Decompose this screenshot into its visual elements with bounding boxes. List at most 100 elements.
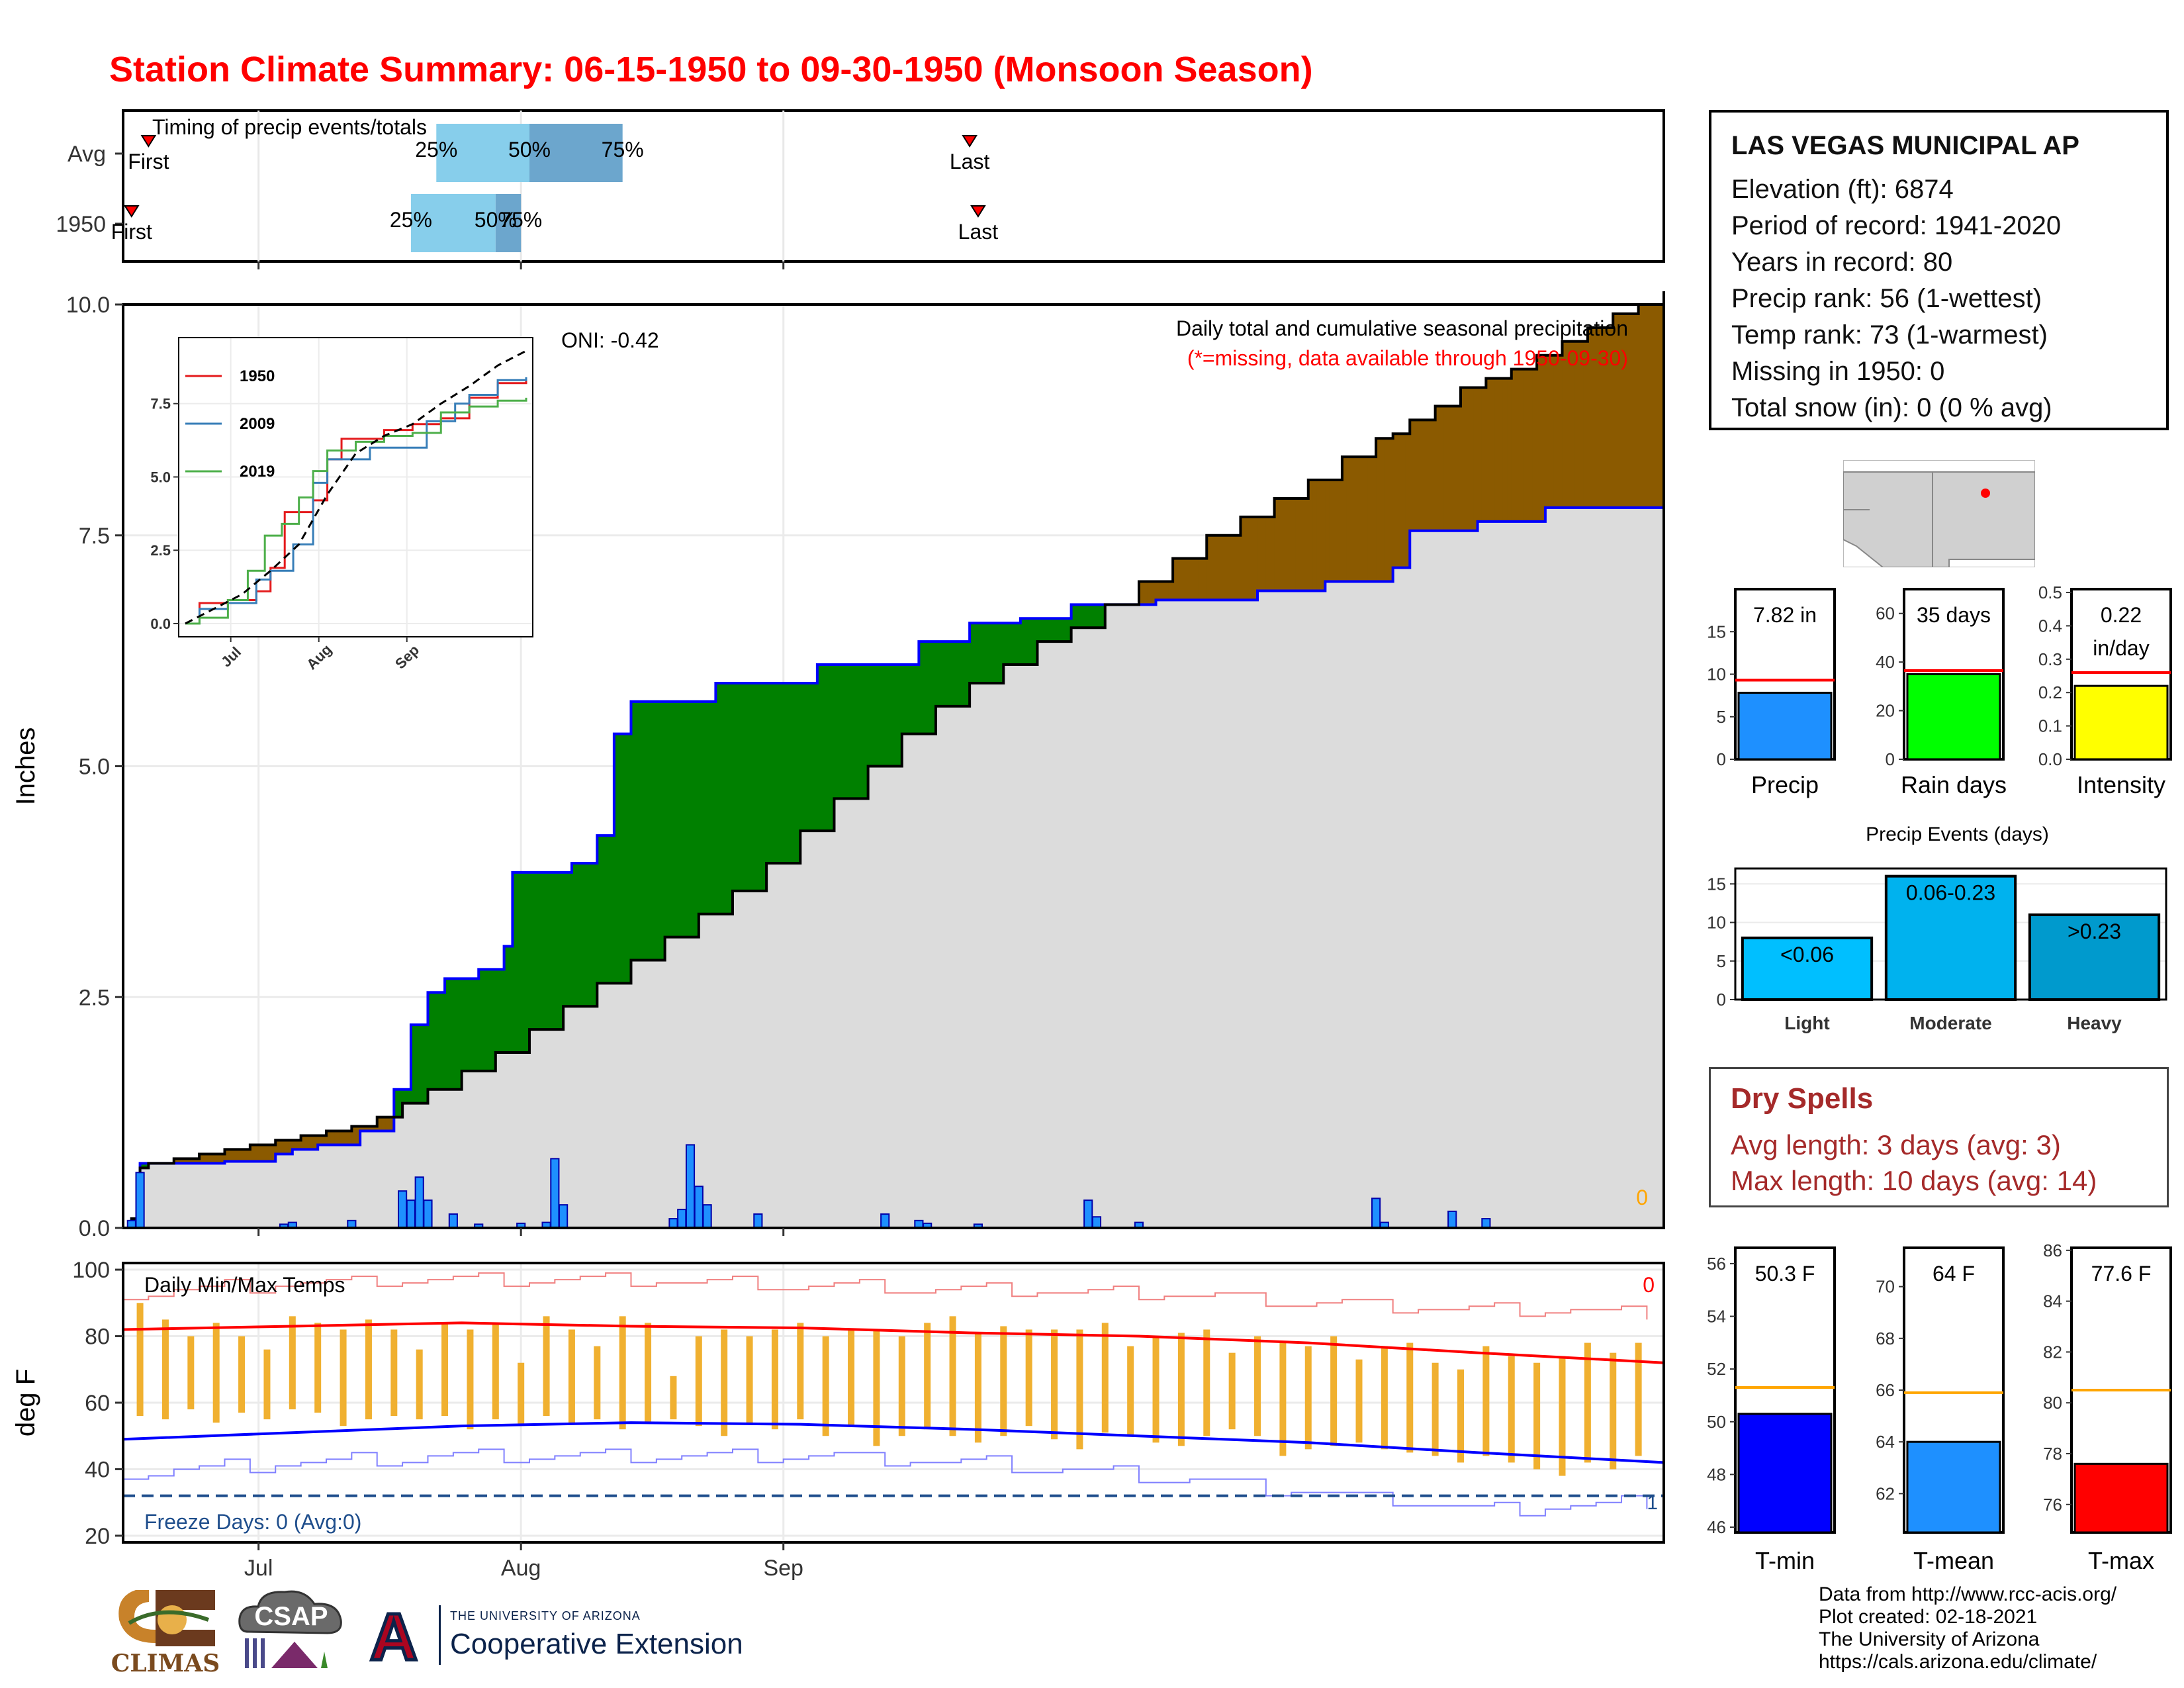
precip-daily-bar <box>753 1213 763 1229</box>
precip-deficit <box>1329 480 1334 582</box>
temp-daily-bar <box>1000 1326 1007 1436</box>
events-frame-border <box>1734 867 2167 1001</box>
events-bar-label: <0.06 <box>1780 943 1834 966</box>
temp-daily-bar <box>1432 1362 1439 1456</box>
mini-bar-name: Precip <box>1751 771 1819 798</box>
precip-deficit <box>1279 498 1284 591</box>
precip-deficit <box>1359 457 1364 582</box>
precip-deficit <box>1384 438 1390 582</box>
precip-deficit <box>1643 305 1648 508</box>
precip-surplus <box>956 641 962 706</box>
temp-bar-value <box>1906 1440 2001 1534</box>
temp-bar-ytick-label: 66 <box>1876 1380 1895 1400</box>
precip-deficit <box>1160 581 1165 600</box>
events-category-label: Moderate <box>1909 1013 1991 1033</box>
precip-surplus <box>745 682 751 891</box>
station-name: LAS VEGAS MUNICIPAL AP <box>1731 131 2079 160</box>
precip-deficit <box>1461 387 1466 531</box>
precip-surplus <box>449 978 454 1090</box>
temp-bar-name: T-max <box>2088 1547 2154 1574</box>
precip-deficit <box>1422 420 1428 531</box>
mini-bar-value-label: 35 days <box>1917 603 1991 627</box>
mini-bar-ytick-label: 20 <box>1876 701 1895 721</box>
precip-deficit <box>389 1117 395 1131</box>
precip-surplus <box>906 665 911 734</box>
precip-deficit <box>284 1140 289 1154</box>
precip-surplus <box>868 665 873 767</box>
precip-daily-bar <box>135 1172 145 1229</box>
precip-surplus <box>567 872 572 1007</box>
mini-bar-ytick-label: 0.0 <box>2038 749 2062 769</box>
precip-surplus <box>770 682 776 863</box>
precip-surplus <box>144 1163 150 1168</box>
temp-bar-value <box>2073 1462 2169 1534</box>
precip-deficit <box>1486 378 1491 522</box>
mini-bar-ytick-label: 10 <box>1707 665 1726 684</box>
precip-daily-bar <box>550 1158 560 1229</box>
precip-panel: 0.0 2.5 5.0 7.5 10.0 Inches Daily total and cu… <box>11 291 1665 1241</box>
precip-deficit <box>318 1135 323 1145</box>
inset-legend-label: 2019 <box>240 463 275 481</box>
temp-bar-value-label: 50.3 F <box>1755 1262 1815 1286</box>
precip-daily-bar <box>677 1209 687 1229</box>
station-info-line: Period of record: 1941-2020 <box>1731 211 2062 240</box>
precip-deficit <box>1198 558 1203 600</box>
temp-daily-bar <box>314 1323 322 1413</box>
events-ytick-label: 15 <box>1707 874 1726 894</box>
temp-daily-bar <box>619 1316 626 1430</box>
precip-deficit <box>1215 535 1220 600</box>
precip-deficit <box>1435 406 1440 531</box>
precip-daily-bar <box>685 1144 696 1229</box>
temp-daily-bar <box>924 1323 931 1430</box>
mini-bar-ytick-label: 0.1 <box>2038 716 2062 736</box>
temp-bar-value <box>1737 1413 1833 1534</box>
precip-daily-bar <box>398 1190 408 1229</box>
temp-daily-bar <box>873 1329 880 1446</box>
station-info-line: Years in record: 80 <box>1731 248 1953 277</box>
mini-bar-ytick-label: 40 <box>1876 652 1895 672</box>
precip-daily-bar <box>1371 1197 1381 1229</box>
precip-surplus <box>631 701 636 961</box>
precip-deficit <box>377 1117 382 1131</box>
precip-deficit <box>1537 355 1542 522</box>
temp-daily-bar <box>1355 1359 1363 1443</box>
timing-iqr-low <box>410 194 496 252</box>
precip-deficit <box>1232 535 1237 600</box>
precip-events-panel: Precip Events (days) 0 5 10 15 <0.06 Light 0.06… <box>1707 823 2167 1033</box>
precip-ylabel: Inches <box>11 727 40 806</box>
precip-surplus <box>571 863 577 1007</box>
precip-surplus <box>995 623 1000 683</box>
precip-surplus <box>652 701 657 961</box>
ua-line2: Cooperative Extension <box>450 1628 743 1660</box>
precip-surplus <box>495 969 501 1053</box>
precip-surplus <box>991 623 996 683</box>
temp-daily-bar <box>1076 1329 1083 1450</box>
precip-daily-bar <box>668 1218 678 1229</box>
mini-bar-value-label: 0.22 <box>2101 603 2142 627</box>
precip-surplus <box>978 623 983 683</box>
precip-surplus <box>694 701 700 937</box>
temp-daily-bar <box>949 1316 956 1436</box>
mini-bar-ytick-label: 0.3 <box>2038 649 2062 669</box>
precip-surplus <box>703 701 708 914</box>
precip-surplus <box>487 969 492 1071</box>
precip-deficit <box>1185 558 1191 600</box>
temp-daily-bar <box>212 1323 220 1423</box>
precip-surplus <box>838 665 844 799</box>
temp-xtick-label: Aug <box>501 1556 541 1581</box>
ua-logo-mark: A <box>368 1599 419 1671</box>
ua-logo: A THE UNIVERSITY OF ARIZONA Cooperative … <box>361 1599 745 1671</box>
dry-spells-max: Max length: 10 days (avg: 14) <box>1731 1165 2097 1196</box>
precip-deficit <box>1553 355 1559 508</box>
precip-surplus <box>872 665 878 767</box>
events-ytick-label: 10 <box>1707 913 1726 933</box>
precip-daily-bar <box>702 1204 712 1229</box>
timing-first-marker <box>123 205 140 218</box>
precip-surplus <box>453 978 459 1090</box>
freeze-note: Freeze Days: 0 (Avg:0) <box>144 1510 361 1534</box>
precip-deficit <box>263 1145 268 1162</box>
temp-bar-ytick-label: 86 <box>2043 1241 2062 1260</box>
precip-surplus <box>813 682 818 831</box>
mini-bars-panel: 7.82 in 0 5 10 15 Precip 35 days 0 20 40 60 Rain da… <box>1707 583 2172 798</box>
temp-bar-ytick-label: 80 <box>2043 1393 2062 1413</box>
